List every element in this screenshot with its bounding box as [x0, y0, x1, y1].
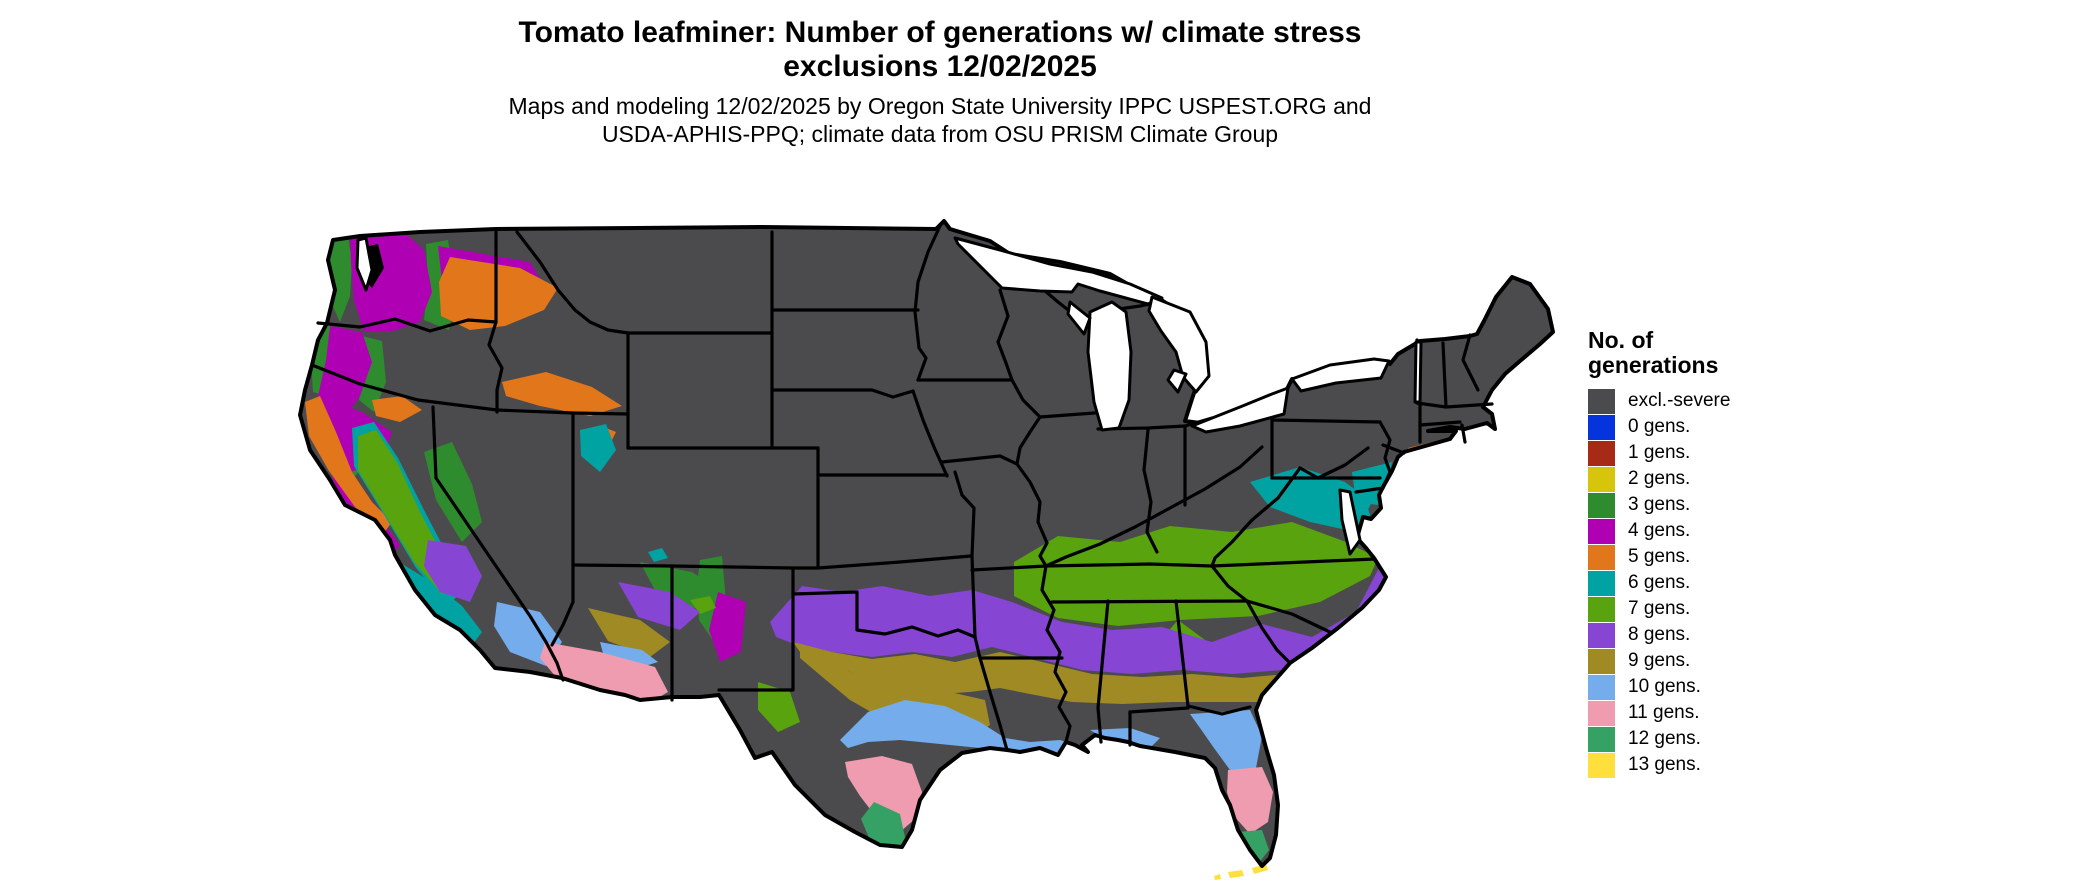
legend-swatch-12: [1588, 726, 1615, 752]
legend-item-8-gens: 8 gens.: [1588, 622, 1828, 648]
legend-item-13-gens: 13 gens.: [1588, 752, 1828, 778]
legend-item-1-gens: 1 gens.: [1588, 440, 1828, 466]
subtitle-line-1: Maps and modeling 12/02/2025 by Oregon S…: [508, 93, 1372, 119]
lake-ontario: [1290, 357, 1391, 393]
lake-champlain: [1413, 340, 1423, 404]
page-subtitle: Maps and modeling 12/02/2025 by Oregon S…: [440, 92, 1440, 148]
map-legend: No. of generations excl.-severe 0 gens. …: [1588, 328, 1828, 778]
page-title: Tomato leafminer: Number of generations …: [440, 16, 1440, 84]
legend-swatch-8: [1588, 622, 1615, 648]
legend-item-5-gens: 5 gens.: [1588, 544, 1828, 570]
legend-swatch-4: [1588, 518, 1615, 544]
legend-swatch-6: [1588, 570, 1615, 596]
legend-swatch-2: [1588, 466, 1615, 492]
legend-swatch-13: [1588, 752, 1615, 778]
puget-sound: [355, 236, 374, 292]
saginaw-bay: [1166, 368, 1188, 394]
chesapeake-bay: [1338, 488, 1362, 556]
legend-item-6-gens: 6 gens.: [1588, 570, 1828, 596]
legend-swatch-5: [1588, 544, 1615, 570]
legend-item-12-gens: 12 gens.: [1588, 726, 1828, 752]
legend-swatch-7: [1588, 596, 1615, 622]
legend-item-3-gens: 3 gens.: [1588, 492, 1828, 518]
legend-swatch-excl: [1588, 388, 1615, 414]
legend-swatch-11: [1588, 700, 1615, 726]
legend-swatch-10: [1588, 674, 1615, 700]
legend-swatch-1: [1588, 440, 1615, 466]
map-color-regions: [305, 230, 1470, 864]
legend-item-9-gens: 9 gens.: [1588, 648, 1828, 674]
lake-erie: [1190, 386, 1290, 434]
legend-item-7-gens: 7 gens.: [1588, 596, 1828, 622]
legend-swatch-9: [1588, 648, 1615, 674]
lake-michigan: [1086, 300, 1133, 432]
legend-item-10-gens: 10 gens.: [1588, 674, 1828, 700]
green-bay: [1066, 300, 1092, 336]
legend-swatch-3: [1588, 492, 1615, 518]
lake-huron: [1147, 295, 1211, 394]
legend-item-excl-severe: excl.-severe: [1588, 388, 1828, 414]
legend-item-2-gens: 2 gens.: [1588, 466, 1828, 492]
legend-item-0-gens: 0 gens.: [1588, 414, 1828, 440]
great-lakes: [355, 236, 1423, 556]
subtitle-line-2: USDA-APHIS-PPQ; climate data from OSU PR…: [601, 121, 1279, 147]
map-region-12-gens: [861, 802, 1269, 864]
map-region-8-gens: [424, 540, 1392, 674]
legend-title: No. of generations: [1588, 327, 1719, 378]
title-line-2: exclusions 12/02/2025: [783, 50, 1097, 83]
lake-superior: [953, 236, 1164, 306]
map-region-11-gens: [540, 642, 1273, 834]
legend-swatch-0: [1588, 414, 1615, 440]
legend-item-4-gens: 4 gens.: [1588, 518, 1828, 544]
legend-item-11-gens: 11 gens.: [1588, 700, 1828, 726]
title-line-1: Tomato leafminer: Number of generations …: [518, 16, 1362, 49]
